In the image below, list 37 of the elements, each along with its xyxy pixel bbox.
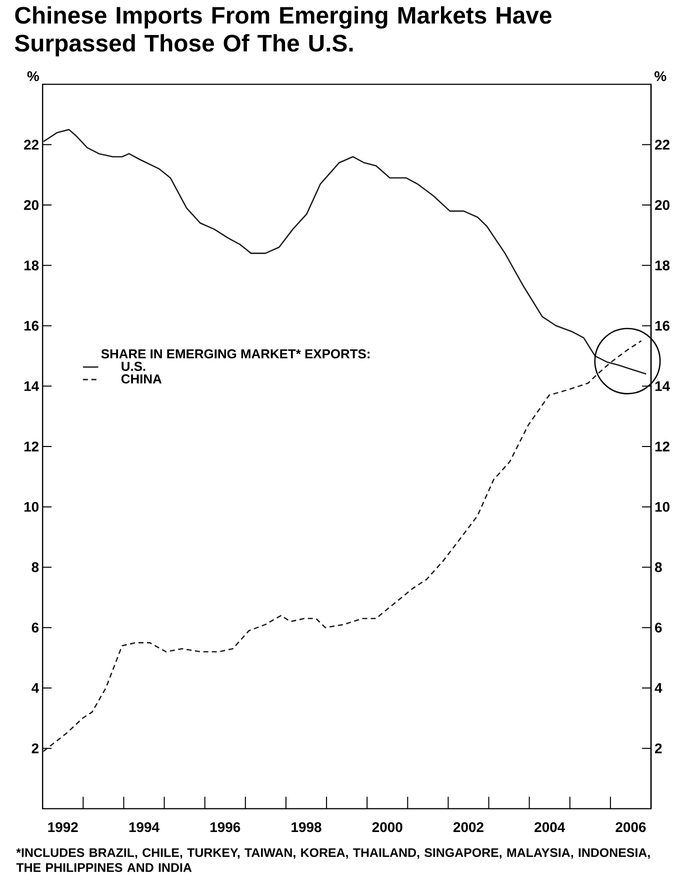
x-tick-label: 2004 <box>534 822 566 832</box>
y2-tick-label: 14 <box>655 381 670 391</box>
y-tick-label: 18 <box>24 260 39 270</box>
y-tick-label: 2 <box>32 743 39 754</box>
y2-tick-label: 16 <box>655 320 670 331</box>
y2-tick-label: 10 <box>655 502 670 512</box>
x-tick-label: 1998 <box>292 822 322 832</box>
legend-title: SHARE IN EMERGING MARKET* EXPORTS: <box>101 349 370 358</box>
y-tick-label: 8 <box>32 562 39 572</box>
y2-tick-label: 8 <box>654 562 662 572</box>
y2-tick-label: 18 <box>655 260 670 270</box>
text: *INCLUDES BRAZIL, CHILE, TURKEY, TAIWAN, KOREA, THAILAND, SINGAPORE, MALAYSIA, INDONESIA, THE PHILIPPINES AND INDIA <box>16 848 650 872</box>
x-tick-label: 2002 <box>453 822 484 832</box>
x-tick-label: 1996 <box>210 822 240 832</box>
y2-tick-label: 2 <box>655 743 662 754</box>
y-tick-label: 10 <box>24 502 39 512</box>
y2-tick-label: 20 <box>655 200 670 210</box>
y2-tick-label: 4 <box>654 683 662 693</box>
y-tick-label: 6 <box>32 622 39 633</box>
y2-tick-label: 6 <box>655 622 662 633</box>
y-tick-label: 14 <box>24 381 40 391</box>
y2-tick-label: 22 <box>655 140 670 150</box>
y-tick-label: 16 <box>24 320 39 331</box>
legend-label: CHINA <box>121 374 162 384</box>
y-tick-label: 12 <box>24 442 39 452</box>
y-axis-title: % <box>27 71 40 82</box>
y-tick-label: 22 <box>24 140 39 150</box>
x-tick-label: 2000 <box>372 822 402 832</box>
y-tick-label: 20 <box>24 200 39 210</box>
x-tick-label: 1994 <box>129 822 160 832</box>
y2-tick-label: 12 <box>655 442 670 452</box>
y2-axis-title: % <box>654 71 666 82</box>
y-tick-label: 4 <box>32 683 40 693</box>
chart-title: Chinese Imports From Emerging Markets Have Surpassed Those Of The U.S. <box>14 6 552 56</box>
x-tick-label: 2006 <box>616 822 646 832</box>
legend-label: U.S. <box>122 362 146 371</box>
x-tick-label: 1992 <box>48 822 78 832</box>
